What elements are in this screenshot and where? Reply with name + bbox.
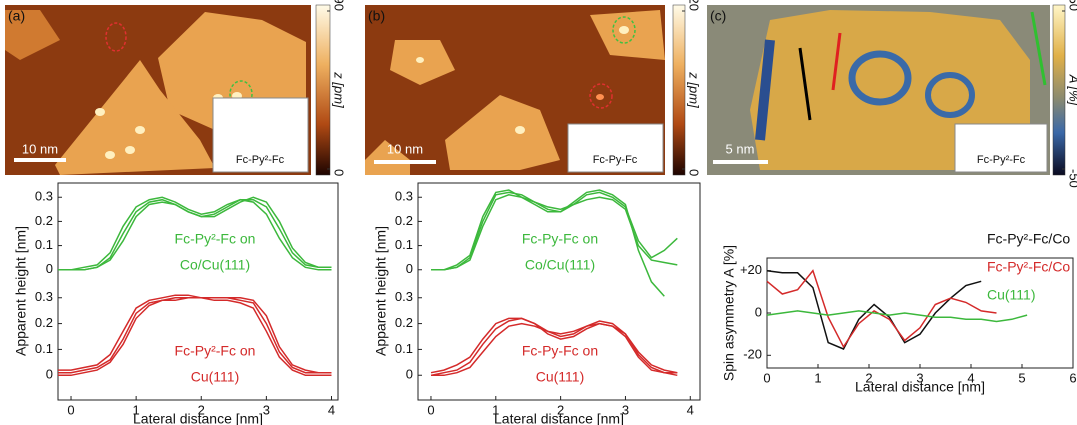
x-axis-label: Lateral distance [nm]: [855, 379, 985, 395]
y-tick-label: 0: [46, 367, 53, 382]
y-tick-label: 0.2: [395, 315, 413, 330]
x-tick-label: 3: [263, 402, 270, 417]
annotation: Cu(111): [536, 369, 585, 385]
y-axis-label: Apparent height [nm]: [13, 226, 29, 356]
y-tick-label: 0.2: [395, 213, 413, 228]
molecule-label: Fc-Py²-Fc: [236, 154, 285, 166]
y-tick-label: 0.2: [35, 315, 53, 330]
colorbar-tick-label: 720: [687, 0, 702, 11]
series-line: [767, 271, 981, 349]
x-tick-label: 4: [328, 402, 335, 417]
y-tick-label: 0.1: [35, 237, 53, 252]
y-tick-label: 0.2: [35, 213, 53, 228]
x-tick-label: 4: [687, 402, 694, 417]
y-tick-label: 0: [755, 304, 762, 319]
panel-label: (b): [368, 8, 385, 24]
panel-label: (c): [710, 8, 726, 24]
y-tick-label: 0.3: [35, 189, 53, 204]
annotation: Co/Cu(111): [525, 257, 595, 273]
annotation: Cu(111): [191, 369, 240, 385]
y-tick-label: 0: [406, 367, 413, 382]
legend-entry: Fc-Py²-Fc/Co: [987, 231, 1070, 247]
annotation: Fc-Py-Fc on: [522, 343, 598, 359]
molecule-label: Fc-Py-Fc: [593, 154, 638, 166]
y-tick-label: 0.3: [395, 189, 413, 204]
colorbar-tick-label: -50: [1067, 169, 1077, 188]
spin-map-c: [707, 5, 1065, 175]
x-axis-label: Lateral distance [nm]: [133, 411, 263, 425]
annotation: Fc-Py-Fc on: [522, 231, 598, 247]
y-tick-label: 0.1: [395, 341, 413, 356]
x-tick-label: 1: [814, 370, 821, 385]
y-tick-label: -20: [743, 347, 762, 362]
colorbar-tick-label: +50: [1067, 0, 1077, 11]
y-tick-label: 0.3: [35, 289, 53, 304]
y-tick-label: +20: [740, 262, 762, 277]
y-axis-label: Spin asymmetry A [%]: [721, 245, 737, 381]
x-tick-label: 0: [67, 402, 74, 417]
annotation: Fc-Py²-Fc on: [175, 231, 256, 247]
y-tick-label: 0: [406, 261, 413, 276]
y-tick-label: 0: [46, 261, 53, 276]
x-tick-label: 0: [427, 402, 434, 417]
series-line: [58, 295, 332, 373]
colorbar-label: z [pm]: [332, 71, 347, 108]
legend-entry: Cu(111): [987, 287, 1036, 303]
colorbar-tick-label: 0: [332, 169, 347, 176]
colorbar-label: z [pm]: [687, 71, 702, 108]
y-tick-label: 0.3: [395, 289, 413, 304]
scale-bar-label: 10 nm: [22, 141, 58, 156]
y-tick-label: 0.1: [395, 237, 413, 252]
x-tick-label: 0: [763, 370, 770, 385]
legend-entry: Fc-Py²-Fc/Co: [987, 259, 1070, 275]
annotation: Fc-Py²-Fc on: [175, 343, 256, 359]
molecule-label: Fc-Py²-Fc: [977, 154, 1026, 166]
x-tick-label: 6: [1069, 370, 1076, 385]
y-axis-label: Apparent height [nm]: [373, 226, 389, 356]
scale-bar-label: 10 nm: [387, 141, 423, 156]
x-axis-label: Lateral distance [nm]: [494, 411, 624, 425]
scale-bar-label: 5 nm: [726, 141, 755, 156]
x-tick-label: 5: [1018, 370, 1025, 385]
figure: (a) 10 nm Fc-Py²-Fc 0 790 z [pm] (b) 10 nm Fc-Py…: [0, 0, 1077, 425]
panel-label: (a): [8, 8, 25, 24]
y-tick-label: 0.1: [35, 341, 53, 356]
colorbar-label: A [%]: [1067, 74, 1077, 106]
annotation: Co/Cu(111): [180, 257, 250, 273]
series-line: [767, 271, 997, 347]
colorbar-tick-label: 790: [332, 0, 347, 11]
colorbar-tick-label: 0: [687, 169, 702, 176]
